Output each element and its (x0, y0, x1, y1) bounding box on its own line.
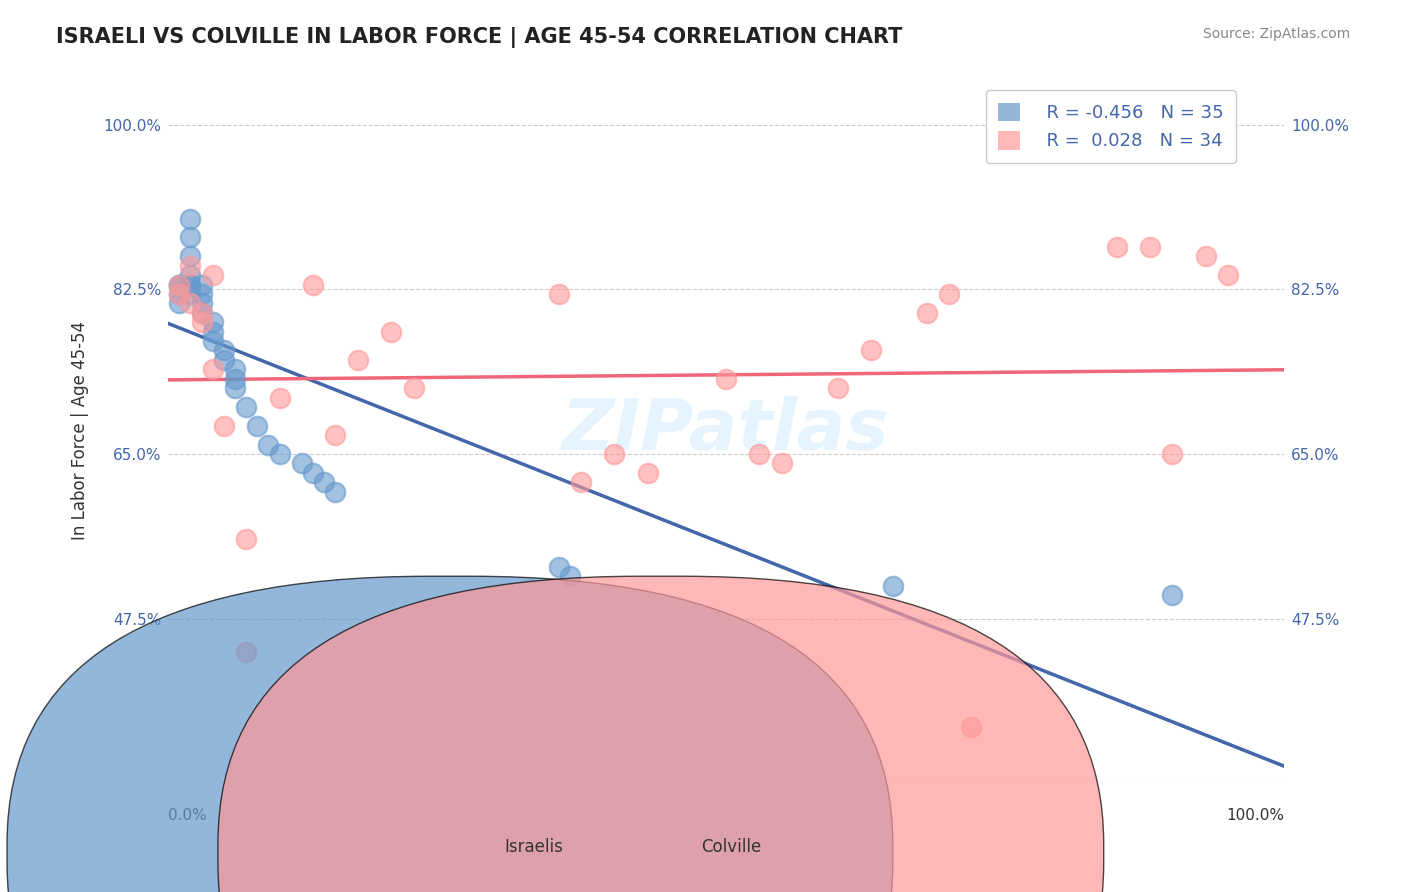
Text: Colville: Colville (702, 838, 761, 856)
Point (224, 362, 246, 376)
Point (1216, 268, 1239, 282)
Text: ISRAELI VS COLVILLE IN LABOR FORCE | AGE 45-54 CORRELATION CHART: ISRAELI VS COLVILLE IN LABOR FORCE | AGE… (56, 27, 903, 48)
Point (190, 306, 212, 320)
Point (547, 287, 569, 301)
Text: 0.0%: 0.0% (169, 808, 207, 823)
Point (190, 306, 212, 320)
Point (1105, 240, 1128, 254)
Point (167, 287, 190, 301)
Point (770, 457, 793, 471)
Point (235, 400, 257, 414)
Point (167, 277, 190, 292)
Point (179, 277, 201, 292)
Point (1161, 447, 1184, 461)
Point (314, 475, 336, 490)
Point (235, 532, 257, 546)
Point (190, 277, 212, 292)
Point (167, 296, 190, 310)
Point (257, 437, 280, 451)
Point (860, 343, 883, 358)
Point (201, 334, 224, 348)
Point (167, 287, 190, 301)
Point (402, 381, 425, 395)
Point (212, 343, 235, 358)
Point (179, 287, 201, 301)
Point (938, 287, 960, 301)
Point (167, 277, 190, 292)
Point (714, 372, 737, 386)
Point (201, 268, 224, 282)
Point (201, 325, 224, 339)
Point (179, 277, 201, 292)
Point (302, 277, 325, 292)
Text: 100.0%: 100.0% (1226, 808, 1284, 823)
Point (212, 352, 235, 367)
Point (1195, 249, 1218, 263)
Point (201, 315, 224, 329)
Point (827, 381, 849, 395)
Point (558, 569, 581, 583)
Point (291, 457, 314, 471)
Point (179, 230, 201, 244)
Point (190, 287, 212, 301)
Point (380, 325, 402, 339)
Point (179, 211, 201, 226)
Point (346, 352, 368, 367)
Point (637, 466, 659, 480)
Point (569, 475, 592, 490)
Point (748, 447, 770, 461)
Point (603, 447, 626, 461)
Text: ZIPatlas: ZIPatlas (562, 396, 890, 465)
Point (179, 259, 201, 273)
Point (915, 306, 938, 320)
Point (246, 418, 269, 433)
Point (882, 579, 904, 593)
Point (190, 315, 212, 329)
Y-axis label: In Labor Force | Age 45-54: In Labor Force | Age 45-54 (72, 321, 89, 540)
Point (1139, 240, 1161, 254)
Point (201, 362, 224, 376)
Point (1161, 588, 1184, 602)
Point (179, 268, 201, 282)
Point (224, 381, 246, 395)
Point (179, 249, 201, 263)
Point (167, 277, 190, 292)
Point (960, 720, 983, 734)
Point (302, 466, 325, 480)
Point (547, 560, 569, 574)
Point (269, 447, 291, 461)
Point (212, 418, 235, 433)
Point (325, 484, 347, 499)
Point (224, 372, 246, 386)
Point (325, 428, 347, 442)
Text: Israelis: Israelis (505, 838, 564, 856)
Point (235, 645, 257, 659)
Point (269, 391, 291, 405)
Point (179, 296, 201, 310)
Point (190, 296, 212, 310)
Legend:   R = -0.456   N = 35,   R =  0.028   N = 34: R = -0.456 N = 35, R = 0.028 N = 34 (986, 90, 1236, 163)
Text: Source: ZipAtlas.com: Source: ZipAtlas.com (1202, 27, 1350, 41)
